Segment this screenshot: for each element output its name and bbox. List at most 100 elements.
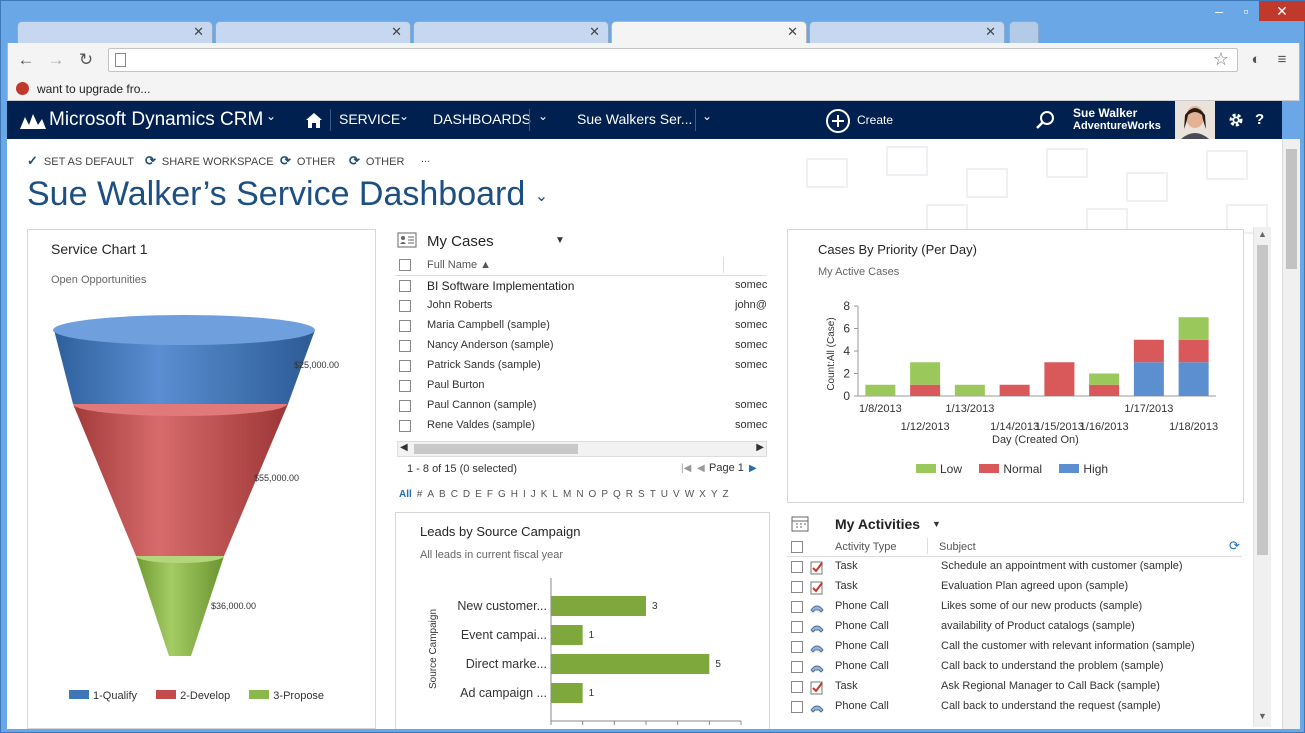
row-checkbox[interactable] xyxy=(791,641,803,653)
bar-low[interactable] xyxy=(910,362,941,385)
activity-type[interactable]: Task xyxy=(835,580,858,592)
alphabet-letter[interactable]: C xyxy=(450,489,458,500)
reload-icon[interactable]: ↻ xyxy=(78,50,94,69)
page-title[interactable]: Sue Walker’s Service Dashboard ⌄ xyxy=(27,175,549,213)
activity-type[interactable]: Task xyxy=(835,680,858,692)
alphabet-letter[interactable]: Z xyxy=(722,489,729,500)
menu-icon[interactable]: ≡ xyxy=(1277,51,1287,68)
row-checkbox[interactable] xyxy=(791,681,803,693)
alphabet-letter[interactable]: U xyxy=(660,489,669,500)
funnel-segment-qualify[interactable] xyxy=(54,330,315,404)
browser-tab[interactable]: ✕ xyxy=(809,21,1005,43)
alphabet-letter[interactable]: Q xyxy=(613,489,621,500)
close-tab-icon[interactable]: ✕ xyxy=(787,24,798,39)
browser-tab[interactable]: ✕ xyxy=(17,21,213,43)
bar-normal[interactable] xyxy=(1133,339,1164,363)
scroll-thumb[interactable] xyxy=(1286,149,1297,269)
row-checkbox[interactable] xyxy=(791,621,803,633)
bookmark-item[interactable]: want to upgrade fro... xyxy=(16,82,150,96)
scroll-down-icon[interactable]: ▼ xyxy=(1258,711,1267,721)
case-full-name[interactable]: Paul Cannon (sample) xyxy=(427,399,537,411)
alphabet-letter[interactable]: # xyxy=(416,489,423,500)
settings-gear-icon[interactable] xyxy=(1227,111,1245,129)
alphabet-letter[interactable]: X xyxy=(699,489,706,500)
bar-normal[interactable] xyxy=(1044,362,1075,396)
alphabet-letter[interactable]: B xyxy=(439,489,446,500)
activity-type[interactable]: Phone Call xyxy=(835,640,889,652)
row-checkbox[interactable] xyxy=(791,661,803,673)
case-full-name[interactable]: BI Software Implementation xyxy=(427,279,575,293)
case-full-name[interactable]: John Roberts xyxy=(427,299,493,311)
row-checkbox[interactable] xyxy=(399,300,411,312)
case-email[interactable]: john@ xyxy=(735,299,767,311)
close-tab-icon[interactable]: ✕ xyxy=(589,24,600,39)
dashboard-scrollbar[interactable]: ▲ ▼ xyxy=(1253,227,1271,727)
row-checkbox[interactable] xyxy=(791,701,803,713)
maximize-icon[interactable]: ▫ xyxy=(1243,3,1249,19)
alphabet-letter[interactable]: D xyxy=(462,489,471,500)
other-button[interactable]: ⟳ OTHER xyxy=(349,153,405,168)
chevron-down-icon[interactable]: ⌄ xyxy=(534,188,549,205)
scroll-up-icon[interactable]: ▲ xyxy=(1258,229,1267,239)
browser-tab[interactable]: ✕ xyxy=(413,21,609,43)
alphabet-letter[interactable]: S xyxy=(638,489,645,500)
alphabet-letter[interactable]: G xyxy=(497,489,506,500)
other-button[interactable]: ⟳ OTHER xyxy=(280,153,336,168)
case-email[interactable]: somec xyxy=(735,419,767,431)
row-checkbox[interactable] xyxy=(791,601,803,613)
case-full-name[interactable]: Maria Campbell (sample) xyxy=(427,319,550,331)
new-tab-button[interactable] xyxy=(1009,21,1039,43)
row-checkbox[interactable] xyxy=(399,320,411,332)
address-bar[interactable]: ☆ xyxy=(108,48,1238,72)
next-page-icon[interactable]: ▶ xyxy=(749,463,757,474)
activity-subject[interactable]: Evaluation Plan agreed upon (sample) xyxy=(941,580,1129,592)
chevron-down-icon[interactable]: ⌄ xyxy=(538,109,549,123)
previous-page-icon[interactable]: ◀ xyxy=(697,463,705,474)
row-checkbox[interactable] xyxy=(399,400,411,412)
nav-service[interactable]: SERVICE xyxy=(339,111,401,127)
select-all-checkbox[interactable] xyxy=(791,541,803,553)
chevron-down-icon[interactable]: ⌄ xyxy=(399,109,410,123)
alphabet-letter[interactable]: L xyxy=(552,489,558,500)
row-checkbox[interactable] xyxy=(791,581,803,593)
more-commands-button[interactable]: ... xyxy=(421,153,431,165)
avatar[interactable] xyxy=(1175,101,1215,139)
alphabet-letter[interactable]: E xyxy=(475,489,482,500)
close-tab-icon[interactable]: ✕ xyxy=(985,24,996,39)
view-title[interactable]: My Cases xyxy=(427,233,494,250)
scroll-thumb[interactable] xyxy=(1257,245,1268,555)
nav-dashboards[interactable]: DASHBOARDS xyxy=(433,111,532,127)
bar-low[interactable] xyxy=(954,384,985,396)
legend-item[interactable]: 2-Develop xyxy=(156,690,230,702)
close-tab-icon[interactable]: ✕ xyxy=(193,24,204,39)
legend-item[interactable]: 3-Propose xyxy=(249,690,324,702)
legend-item[interactable]: Normal xyxy=(979,462,1042,476)
case-email[interactable]: somec xyxy=(735,319,767,331)
activity-type[interactable]: Phone Call xyxy=(835,660,889,672)
row-checkbox[interactable] xyxy=(399,280,411,292)
activity-subject[interactable]: Schedule an appointment with customer (s… xyxy=(941,560,1183,572)
bar-low[interactable] xyxy=(865,384,896,396)
first-page-icon[interactable]: |◀ xyxy=(681,463,692,474)
create-plus-icon[interactable] xyxy=(825,108,851,134)
forward-arrow-icon[interactable]: → xyxy=(47,50,65,69)
row-checkbox[interactable] xyxy=(399,340,411,352)
back-arrow-icon[interactable]: ← xyxy=(17,50,35,69)
horizontal-scrollbar[interactable]: ◀ ▶ xyxy=(397,441,767,457)
nav-current-dashboard[interactable]: Sue Walkers Ser... xyxy=(577,111,693,127)
bar-low[interactable] xyxy=(1089,373,1120,385)
lead-bar[interactable] xyxy=(551,683,583,703)
bar-low[interactable] xyxy=(1178,317,1209,340)
case-email[interactable]: somec xyxy=(735,339,767,351)
set-as-default-button[interactable]: ✓ SET AS DEFAULT xyxy=(27,153,134,168)
row-checkbox[interactable] xyxy=(399,360,411,372)
activity-type[interactable]: Phone Call xyxy=(835,600,889,612)
scroll-right-icon[interactable]: ▶ xyxy=(756,442,764,453)
case-full-name[interactable]: Patrick Sands (sample) xyxy=(427,359,541,371)
bar-normal[interactable] xyxy=(999,384,1030,396)
bar-high[interactable] xyxy=(1178,362,1209,396)
refresh-icon[interactable]: ⟳ xyxy=(1229,538,1240,553)
alphabet-letter[interactable]: F xyxy=(486,489,493,500)
activity-subject[interactable]: Call back to understand the request (sam… xyxy=(941,700,1161,712)
help-icon[interactable]: ? xyxy=(1255,111,1265,128)
